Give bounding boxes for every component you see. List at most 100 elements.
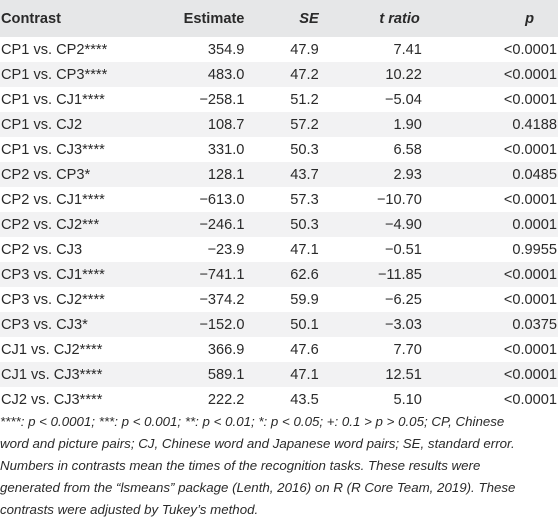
contrast-cell: CP1 vs. CJ1**** bbox=[1, 91, 105, 108]
table-header: Contrast Estimate SE t ratio p bbox=[0, 0, 558, 37]
se-cell: 43.7 bbox=[290, 166, 319, 183]
table-row: CJ1 vs. CJ3**** 589.1 47.1 12.51 <0.0001 bbox=[0, 362, 558, 387]
contrast-cell: CJ2 vs. CJ3**** bbox=[1, 391, 103, 408]
t-ratio-cell: 7.70 bbox=[393, 341, 422, 358]
table-body: CP1 vs. CP2**** 354.9 47.9 7.41 <0.0001 CP1 v… bbox=[0, 37, 558, 412]
t-ratio-cell: −5.04 bbox=[384, 91, 422, 108]
se-cell: 57.2 bbox=[290, 116, 319, 133]
table-row: CP1 vs. CP2**** 354.9 47.9 7.41 <0.0001 bbox=[0, 37, 558, 62]
t-ratio-cell: 1.90 bbox=[393, 116, 422, 133]
estimate-cell: −152.0 bbox=[199, 316, 245, 333]
p-value-cell: <0.0001 bbox=[503, 41, 557, 58]
se-cell: 57.3 bbox=[290, 191, 319, 208]
contrast-cell: CP2 vs. CJ3 bbox=[1, 241, 83, 258]
p-value-cell: <0.0001 bbox=[503, 191, 557, 208]
t-ratio-cell: 2.93 bbox=[393, 166, 422, 183]
se-cell: 62.6 bbox=[290, 266, 319, 283]
estimate-cell: 108.7 bbox=[207, 116, 245, 133]
se-cell: 50.3 bbox=[290, 216, 319, 233]
contrast-cell: CP2 vs. CJ2*** bbox=[1, 216, 100, 233]
estimate-cell: −374.2 bbox=[199, 291, 245, 308]
estimate-cell: 354.9 bbox=[207, 41, 245, 58]
header-p: p bbox=[442, 0, 558, 37]
estimate-cell: −613.0 bbox=[199, 191, 245, 208]
p-value-cell: <0.0001 bbox=[503, 266, 557, 283]
table-row: CP2 vs. CJ1**** −613.0 57.3 −10.70 <0.0001 bbox=[0, 187, 558, 212]
se-cell: 51.2 bbox=[290, 91, 319, 108]
header-estimate: Estimate bbox=[183, 10, 245, 27]
header-p-label: p bbox=[525, 10, 534, 27]
table-row: CP2 vs. CJ3 −23.9 47.1 −0.51 0.9955 bbox=[0, 237, 558, 262]
t-ratio-cell: 7.41 bbox=[393, 41, 422, 58]
contrast-table: Contrast Estimate SE t ratio p CP1 vs. C… bbox=[0, 0, 558, 412]
contrast-cell: CP1 vs. CP3**** bbox=[1, 66, 108, 83]
footnote-line: generated from the “lsmeans” package (Le… bbox=[0, 480, 516, 495]
se-cell: 47.9 bbox=[290, 41, 319, 58]
contrast-cell: CP3 vs. CJ1**** bbox=[1, 266, 105, 283]
se-cell: 47.2 bbox=[290, 66, 319, 83]
table-row: CP2 vs. CJ2*** −246.1 50.3 −4.90 0.0001 bbox=[0, 212, 558, 237]
p-value-cell: <0.0001 bbox=[503, 341, 557, 358]
table-row: CP1 vs. CJ2 108.7 57.2 1.90 0.4188 bbox=[0, 112, 558, 137]
table-row: CP1 vs. CJ1**** −258.1 51.2 −5.04 <0.0001 bbox=[0, 87, 558, 112]
estimate-cell: −246.1 bbox=[199, 216, 245, 233]
t-ratio-cell: −3.03 bbox=[384, 316, 422, 333]
t-ratio-cell: −11.85 bbox=[377, 266, 422, 283]
se-cell: 43.5 bbox=[290, 391, 319, 408]
footnote-line: contrasts were adjusted by Tukey’s metho… bbox=[0, 502, 259, 517]
contrast-cell: CP2 vs. CJ1**** bbox=[1, 191, 105, 208]
contrast-cell: CP2 vs. CP3* bbox=[1, 166, 91, 183]
contrast-cell: CP1 vs. CP2**** bbox=[1, 41, 108, 58]
table-row: CP3 vs. CJ1**** −741.1 62.6 −11.85 <0.0001 bbox=[0, 262, 558, 287]
estimate-cell: 483.0 bbox=[207, 66, 245, 83]
header-row: Contrast Estimate SE t ratio p bbox=[0, 0, 558, 37]
table-footnote: ****: p < 0.0001; ***: p < 0.001; **: p … bbox=[0, 411, 556, 521]
header-se: SE bbox=[244, 0, 330, 37]
table-row: CP1 vs. CJ3**** 331.0 50.3 6.58 <0.0001 bbox=[0, 137, 558, 162]
se-cell: 47.1 bbox=[290, 366, 319, 383]
table-row: CP3 vs. CJ3* −152.0 50.1 −3.03 0.0375 bbox=[0, 312, 558, 337]
contrast-cell: CJ1 vs. CJ2**** bbox=[1, 341, 103, 358]
p-value-cell: 0.0001 bbox=[512, 216, 557, 233]
t-ratio-cell: 5.10 bbox=[393, 391, 422, 408]
estimate-cell: 331.0 bbox=[207, 141, 245, 158]
p-value-cell: 0.0485 bbox=[512, 166, 557, 183]
t-ratio-cell: −0.51 bbox=[384, 241, 422, 258]
estimate-cell: −741.1 bbox=[199, 266, 245, 283]
t-ratio-cell: −10.70 bbox=[376, 191, 422, 208]
estimate-cell: −258.1 bbox=[199, 91, 245, 108]
header-t-ratio-label: t ratio bbox=[379, 10, 420, 27]
estimate-cell: 128.1 bbox=[207, 166, 245, 183]
p-value-cell: <0.0001 bbox=[503, 141, 557, 158]
table-row: CJ2 vs. CJ3**** 222.2 43.5 5.10 <0.0001 bbox=[0, 387, 558, 412]
p-value-cell: <0.0001 bbox=[503, 291, 557, 308]
se-cell: 47.6 bbox=[290, 341, 319, 358]
estimate-cell: −23.9 bbox=[207, 241, 245, 258]
p-value-cell: <0.0001 bbox=[503, 66, 557, 83]
contrast-cell: CP3 vs. CJ2**** bbox=[1, 291, 105, 308]
se-cell: 50.3 bbox=[290, 141, 319, 158]
footnote-line: word and picture pairs; CJ, Chinese word… bbox=[0, 436, 515, 451]
p-value-cell: 0.0375 bbox=[512, 316, 557, 333]
se-cell: 59.9 bbox=[290, 291, 319, 308]
p-value-cell: <0.0001 bbox=[503, 391, 557, 408]
table-row: CP2 vs. CP3* 128.1 43.7 2.93 0.0485 bbox=[0, 162, 558, 187]
table-row: CP1 vs. CP3**** 483.0 47.2 10.22 <0.0001 bbox=[0, 62, 558, 87]
contrast-cell: CJ1 vs. CJ3**** bbox=[1, 366, 103, 383]
p-value-cell: 0.9955 bbox=[512, 241, 557, 258]
table-row: CJ1 vs. CJ2**** 366.9 47.6 7.70 <0.0001 bbox=[0, 337, 558, 362]
contrast-cell: CP1 vs. CJ3**** bbox=[1, 141, 105, 158]
t-ratio-cell: 10.22 bbox=[385, 66, 422, 83]
se-cell: 50.1 bbox=[290, 316, 319, 333]
header-contrast: Contrast bbox=[1, 10, 61, 27]
contrast-cell: CP1 vs. CJ2 bbox=[1, 116, 83, 133]
t-ratio-cell: −4.90 bbox=[384, 216, 422, 233]
estimate-cell: 366.9 bbox=[207, 341, 245, 358]
estimate-cell: 589.1 bbox=[207, 366, 245, 383]
se-cell: 47.1 bbox=[290, 241, 319, 258]
contrast-cell: CP3 vs. CJ3* bbox=[1, 316, 88, 333]
p-value-cell: <0.0001 bbox=[503, 91, 557, 108]
t-ratio-cell: −6.25 bbox=[384, 291, 422, 308]
estimate-cell: 222.2 bbox=[207, 391, 245, 408]
